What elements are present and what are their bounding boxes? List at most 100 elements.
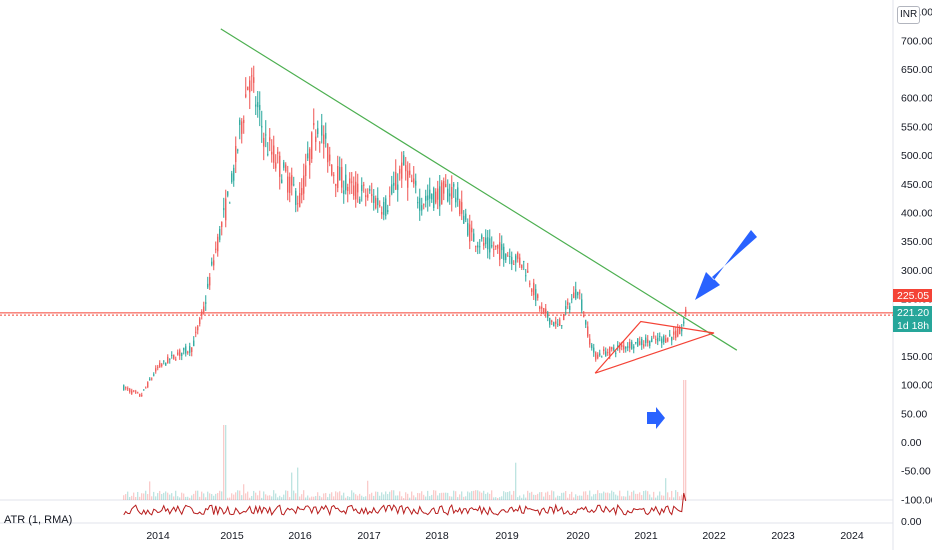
volume-bar [297,467,299,500]
candle-body [479,246,481,248]
volume-bar [383,494,385,500]
candle-body [607,352,609,354]
candle-body [257,102,259,108]
candle-body [643,344,645,347]
volume-bar [415,497,417,500]
volume-bar [589,490,591,500]
candle-body [177,352,179,355]
candle-body [609,346,611,356]
volume-bar [219,490,221,500]
candle-body [677,328,679,337]
volume-bar [125,494,127,500]
volume-bar [129,496,131,500]
volume-bar [289,497,291,500]
candle-body [229,202,231,204]
candle-body [547,313,549,318]
candle-body [395,172,397,190]
volume-bar [401,496,403,500]
volume-bar [525,497,527,500]
volume-bar [221,491,223,500]
candle-body [215,248,217,250]
candle-body [507,255,509,257]
x-tick-label: 2018 [425,530,449,542]
candle-body [573,292,575,299]
candle-body [587,326,589,337]
candle-body [681,328,683,332]
volume-bar [569,494,571,500]
candle-body [469,224,471,242]
candle-body [497,244,499,249]
volume-bar [473,490,475,500]
volume-bar [481,492,483,500]
volume-bar [665,478,667,500]
candle-body [667,337,669,342]
candle-body [425,195,427,201]
candle-body [685,309,687,314]
candle-body [603,349,605,351]
candle-body [223,208,225,211]
triangle-pattern [594,320,715,374]
volume-bar [197,490,199,500]
candle-body [539,306,541,310]
volume-bar [217,493,219,500]
volume-bar [661,495,663,500]
candle-body [191,347,193,352]
candle-body [193,340,195,347]
volume-bar [359,493,361,500]
candle-body [131,390,133,394]
candle-body [629,342,631,349]
candle-body [475,246,477,248]
candle-body [393,182,395,186]
volume-bar [371,492,373,500]
candle-body [585,320,587,325]
candle-body [373,196,375,203]
candle-body [163,360,165,362]
volume-bar [273,490,275,500]
volume-bar [445,492,447,500]
candle-body [447,188,449,202]
candle-body [631,341,633,349]
volume-bar [225,425,227,500]
indicator-label[interactable]: ATR (1, RMA) [4,514,73,526]
candle-body [377,197,379,206]
candle-body [487,237,489,250]
volume-bar [463,496,465,500]
candle-body [189,346,191,353]
candle-body [511,256,513,265]
volume-bar [123,495,125,500]
volume-bar [235,492,237,500]
currency-badge[interactable]: INR [897,6,921,24]
candle-body [521,264,523,268]
volume-bar [417,492,419,500]
candle-body [323,134,325,145]
volume-bar [487,492,489,500]
volume-bar [531,491,533,500]
volume-bar [243,484,245,500]
candle-body [423,204,425,206]
candle-body [625,346,627,349]
candle-body [171,354,173,356]
volume-bar [633,490,635,500]
candle-body [613,347,615,351]
candle-body [319,142,321,144]
volume-bar [395,495,397,500]
volume-bar [677,491,679,500]
x-tick-label: 2015 [220,530,244,542]
candle-body [233,167,235,181]
volume-bar [393,490,395,500]
volume-bar [671,490,673,500]
volume-bar [167,492,169,500]
candle-body [303,175,305,194]
volume-bar [429,496,431,500]
volume-bar [641,495,643,500]
volume-bar [199,496,201,500]
downtrend-line [220,28,738,351]
candle-body [639,341,641,345]
candle-body [305,165,307,177]
volume-bar [545,492,547,500]
candle-body [235,145,237,163]
candle-body [345,174,347,191]
candle-body [485,237,487,245]
